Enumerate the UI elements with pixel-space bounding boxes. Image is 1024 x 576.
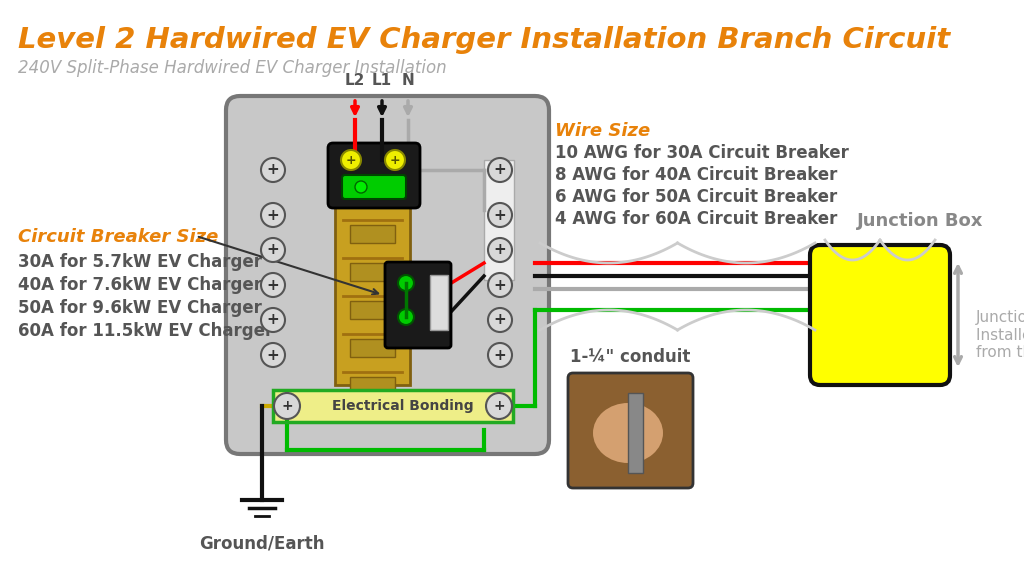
FancyBboxPatch shape [328, 143, 420, 208]
Text: +: + [266, 242, 280, 257]
Circle shape [486, 393, 512, 419]
Text: L2: L2 [345, 73, 366, 88]
Text: Junction Box
Installed 20-26"
from the ground: Junction Box Installed 20-26" from the g… [976, 310, 1024, 360]
Circle shape [261, 273, 285, 297]
Text: +: + [346, 153, 356, 166]
Text: Level 2 Hardwired EV Charger Installation Branch Circuit: Level 2 Hardwired EV Charger Installatio… [18, 26, 950, 54]
Circle shape [261, 158, 285, 182]
Text: 240V Split-Phase Hardwired EV Charger Installation: 240V Split-Phase Hardwired EV Charger In… [18, 59, 446, 77]
Circle shape [398, 309, 414, 325]
Text: L1: L1 [372, 73, 392, 88]
Circle shape [261, 203, 285, 227]
Text: +: + [494, 207, 507, 222]
Ellipse shape [593, 403, 663, 463]
Text: 60A for 11.5kW EV Charger: 60A for 11.5kW EV Charger [18, 322, 273, 340]
Bar [350, 339, 395, 357]
Text: 10 AWG for 30A Circuit Breaker: 10 AWG for 30A Circuit Breaker [555, 144, 849, 162]
Text: +: + [282, 399, 293, 413]
Circle shape [398, 275, 414, 291]
Bar [273, 390, 513, 422]
Bar [350, 263, 395, 281]
FancyBboxPatch shape [385, 262, 451, 348]
Bar [350, 301, 395, 319]
Bar [350, 377, 395, 395]
Text: Ground/Earth: Ground/Earth [200, 535, 325, 553]
Circle shape [488, 308, 512, 332]
Circle shape [385, 150, 406, 170]
FancyBboxPatch shape [568, 373, 693, 488]
Text: 8 AWG for 40A Circuit Breaker: 8 AWG for 40A Circuit Breaker [555, 166, 838, 184]
Circle shape [274, 393, 300, 419]
Bar [484, 160, 514, 280]
Text: Electrical Bonding: Electrical Bonding [332, 399, 474, 413]
FancyBboxPatch shape [810, 245, 950, 385]
Text: +: + [390, 153, 400, 166]
Circle shape [488, 238, 512, 262]
FancyBboxPatch shape [226, 96, 549, 454]
Text: +: + [266, 278, 280, 293]
Circle shape [488, 203, 512, 227]
Bar [273, 390, 513, 422]
Text: +: + [494, 278, 507, 293]
Text: N: N [401, 73, 415, 88]
Text: 1-¼" conduit: 1-¼" conduit [570, 348, 690, 366]
Text: 6 AWG for 50A Circuit Breaker: 6 AWG for 50A Circuit Breaker [555, 188, 838, 206]
Circle shape [355, 181, 367, 193]
Text: Junction Box: Junction Box [857, 212, 983, 230]
Circle shape [261, 343, 285, 367]
Circle shape [488, 343, 512, 367]
Text: +: + [494, 162, 507, 177]
Text: +: + [494, 313, 507, 328]
Circle shape [488, 273, 512, 297]
Circle shape [261, 308, 285, 332]
FancyBboxPatch shape [342, 175, 406, 199]
Text: +: + [266, 207, 280, 222]
Text: +: + [494, 399, 505, 413]
Text: Circuit Breaker Size: Circuit Breaker Size [18, 228, 218, 246]
Bar [335, 160, 410, 385]
Text: 50A for 9.6kW EV Charger: 50A for 9.6kW EV Charger [18, 299, 262, 317]
Circle shape [341, 150, 361, 170]
Bar [350, 225, 395, 243]
Circle shape [488, 158, 512, 182]
Text: 30A for 5.7kW EV Charger: 30A for 5.7kW EV Charger [18, 253, 262, 271]
Text: +: + [266, 313, 280, 328]
Text: Wire Size: Wire Size [555, 122, 650, 140]
Bar [430, 275, 449, 330]
Text: +: + [494, 242, 507, 257]
Text: +: + [266, 162, 280, 177]
Bar [628, 393, 643, 473]
Text: +: + [494, 347, 507, 362]
Circle shape [261, 238, 285, 262]
Text: 40A for 7.6kW EV Charger: 40A for 7.6kW EV Charger [18, 276, 262, 294]
Text: +: + [266, 347, 280, 362]
Text: 4 AWG for 60A Circuit Breaker: 4 AWG for 60A Circuit Breaker [555, 210, 838, 228]
